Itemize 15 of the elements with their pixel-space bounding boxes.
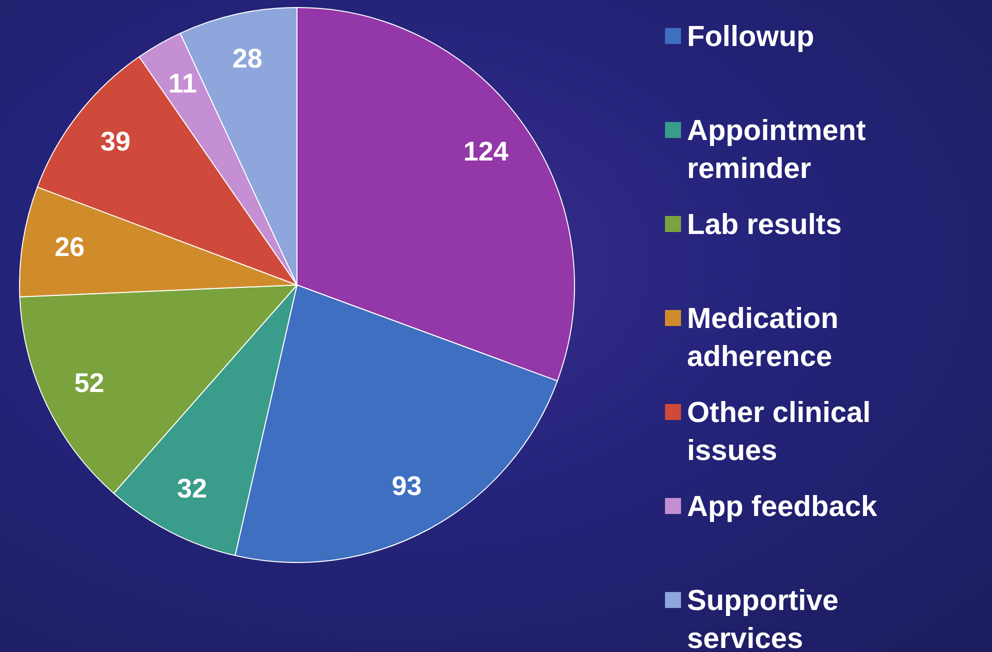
legend-label: Supportive services	[687, 584, 840, 652]
data-label: 11	[168, 68, 197, 99]
legend-label: Medication adherence	[687, 302, 840, 375]
legend-label: App feedback	[687, 490, 878, 525]
legend-label: Other clinical issues	[687, 396, 872, 469]
data-label: 32	[177, 473, 208, 504]
data-label: 52	[74, 368, 104, 398]
data-label: 28	[232, 44, 262, 74]
data-label: 39	[100, 126, 131, 157]
data-label: 93	[392, 470, 422, 501]
legend-label: Followup	[687, 20, 816, 55]
legend-label: Appointment reminder	[687, 114, 867, 187]
legend-label: Lab results	[687, 208, 843, 243]
data-label: 26	[54, 232, 85, 262]
data-label: 124	[463, 136, 508, 167]
